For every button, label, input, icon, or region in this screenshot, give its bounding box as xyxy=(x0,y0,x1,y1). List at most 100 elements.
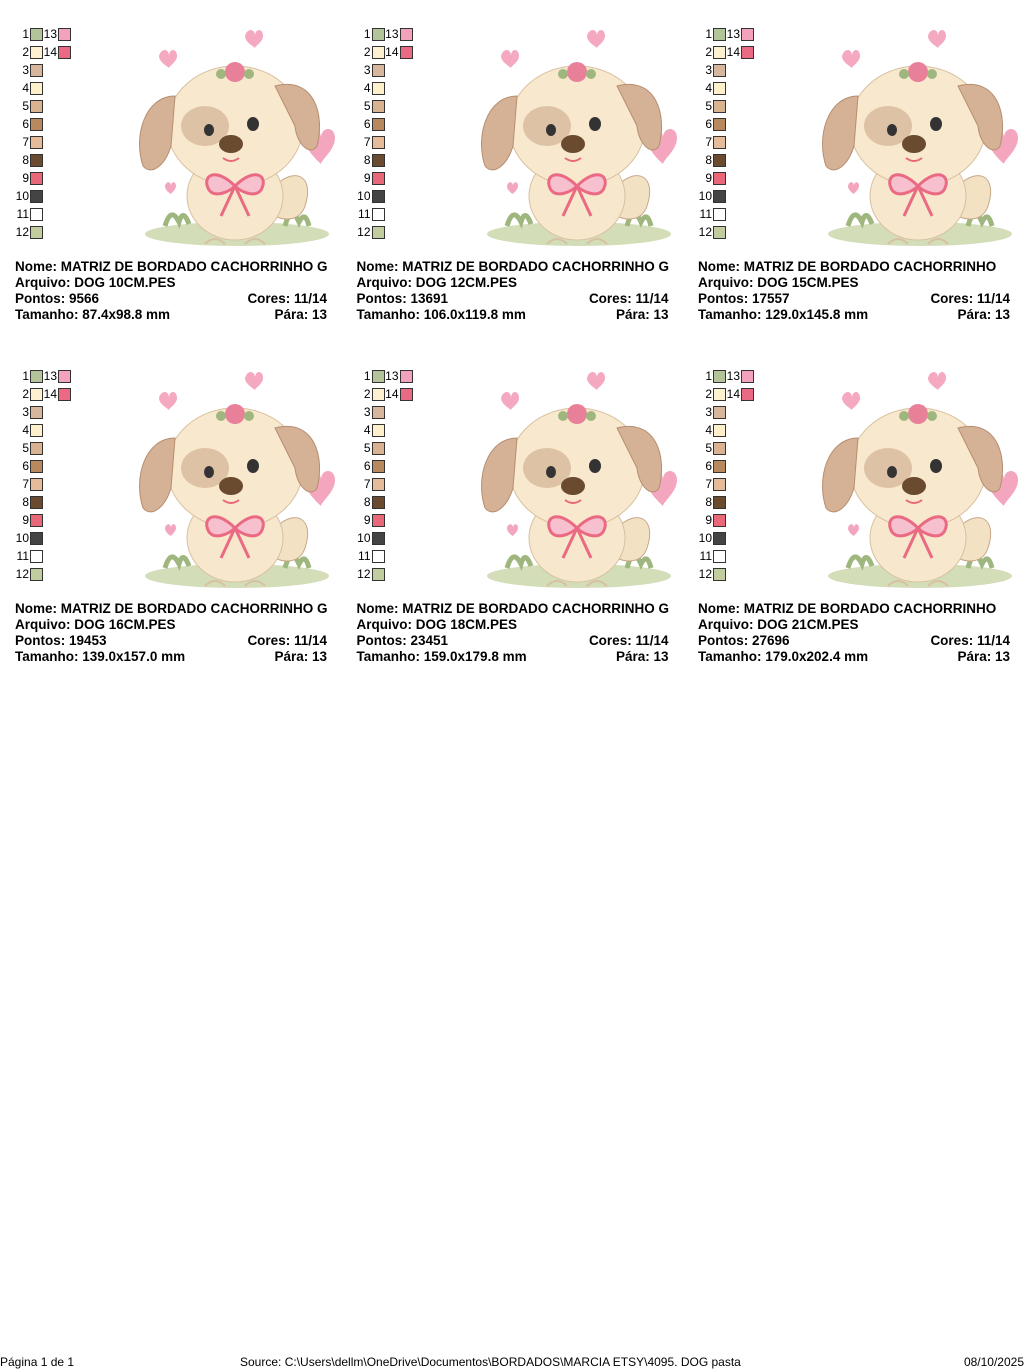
swatch-number: 10 xyxy=(15,189,29,203)
swatch xyxy=(30,388,43,401)
swatch-number: 9 xyxy=(705,513,712,527)
swatch xyxy=(58,388,71,401)
swatch-number: 13 xyxy=(726,27,740,41)
swatch xyxy=(741,46,754,59)
swatch-number: 3 xyxy=(22,405,29,419)
swatch xyxy=(713,568,726,581)
swatch-number: 2 xyxy=(705,387,712,401)
swatch xyxy=(30,100,43,113)
swatch-number: 2 xyxy=(22,45,29,59)
swatch xyxy=(713,64,726,77)
swatch-number: 10 xyxy=(357,189,371,203)
embroidery-preview xyxy=(808,368,1024,594)
swatch xyxy=(741,28,754,41)
swatch xyxy=(371,478,385,491)
swatch xyxy=(713,208,726,221)
swatch xyxy=(371,136,385,149)
color-count: Cores: 11/14 xyxy=(930,633,1010,648)
swatch-number: 2 xyxy=(363,45,371,59)
swatch-number: 10 xyxy=(15,531,29,545)
swatch-number: 8 xyxy=(705,153,712,167)
design-name: Nome: MATRIZ DE BORDADO CACHORRINHO G xyxy=(356,601,670,616)
swatch xyxy=(371,226,385,239)
swatch-number: 8 xyxy=(363,495,371,509)
swatch xyxy=(30,172,43,185)
swatch xyxy=(371,496,385,509)
swatch xyxy=(741,388,754,401)
swatch xyxy=(713,442,726,455)
design-size: Tamanho: 87.4x98.8 mm xyxy=(15,307,171,322)
swatch-number: 8 xyxy=(363,153,371,167)
swatch-number: 11 xyxy=(699,549,712,563)
swatch xyxy=(371,28,385,41)
swatch xyxy=(713,172,726,185)
swatch-number: 7 xyxy=(22,477,29,491)
swatch xyxy=(713,388,726,401)
swatch-number: 3 xyxy=(705,63,712,77)
swatch-number: 5 xyxy=(22,441,29,455)
swatch xyxy=(30,424,43,437)
swatch xyxy=(30,190,43,203)
design-name: Nome: MATRIZ DE BORDADO CACHORRINHO G xyxy=(356,259,670,274)
design-size: Tamanho: 179.0x202.4 mm xyxy=(698,649,869,664)
swatch xyxy=(371,370,385,383)
stitch-count: Pontos: 9566 xyxy=(15,291,100,306)
swatch-number: 12 xyxy=(15,225,29,239)
swatch xyxy=(371,64,385,77)
swatch xyxy=(713,226,726,239)
swatch-number: 1 xyxy=(22,369,29,383)
swatch xyxy=(58,28,71,41)
design-card: 1 2 3 4 5 6 7 8 9 10 11 12 13 14 Nome: MATRIZ DE BORDA… xyxy=(15,0,356,340)
swatch xyxy=(371,532,385,545)
swatch-number: 4 xyxy=(705,423,712,437)
swatch xyxy=(371,154,385,167)
swatch-number: 5 xyxy=(22,99,29,113)
design-card: 1 2 3 4 5 6 7 8 9 10 11 12 13 14 Nome: MATRIZ DE BORDA… xyxy=(357,342,698,682)
swatch-number: 9 xyxy=(363,513,371,527)
file-name: Arquivo: DOG 12CM.PES xyxy=(356,275,518,290)
swatch xyxy=(371,424,385,437)
swatch xyxy=(741,370,754,383)
swatch-number: 5 xyxy=(705,99,712,113)
swatch xyxy=(30,28,43,41)
swatch xyxy=(30,460,43,473)
swatch-number: 6 xyxy=(705,117,712,131)
stitch-count: Pontos: 23451 xyxy=(356,633,449,648)
swatch-number: 7 xyxy=(705,477,712,491)
swatch xyxy=(371,460,385,473)
stitch-count: Pontos: 19453 xyxy=(15,633,107,648)
stop-count: Pára: 13 xyxy=(957,649,1010,664)
swatch-number: 11 xyxy=(358,207,371,221)
file-name: Arquivo: DOG 15CM.PES xyxy=(698,275,859,290)
swatch xyxy=(30,118,43,131)
swatch xyxy=(30,370,43,383)
color-count: Cores: 11/14 xyxy=(588,291,669,306)
swatch xyxy=(371,568,385,581)
swatch-number: 14 xyxy=(385,387,399,401)
color-count: Cores: 11/14 xyxy=(247,291,327,306)
swatch-number: 12 xyxy=(698,567,712,581)
stop-count: Pára: 13 xyxy=(274,649,327,664)
swatch xyxy=(371,172,385,185)
swatch-number: 9 xyxy=(363,171,371,185)
swatch xyxy=(371,208,385,221)
swatch-number: 3 xyxy=(363,63,371,77)
swatch-number: 4 xyxy=(363,423,371,437)
swatch xyxy=(371,514,385,527)
swatch-number: 5 xyxy=(705,441,712,455)
swatch-number: 14 xyxy=(726,387,740,401)
swatch xyxy=(371,118,385,131)
swatch xyxy=(30,496,43,509)
swatch-number: 1 xyxy=(705,369,712,383)
swatch xyxy=(30,64,43,77)
swatch xyxy=(371,406,385,419)
embroidery-preview xyxy=(467,368,687,594)
swatch-number: 1 xyxy=(363,369,371,383)
swatch-number: 13 xyxy=(385,27,399,41)
swatch xyxy=(30,136,43,149)
design-size: Tamanho: 159.0x179.8 mm xyxy=(356,649,527,664)
swatch xyxy=(399,28,413,41)
swatch-number: 2 xyxy=(363,387,371,401)
design-name: Nome: MATRIZ DE BORDADO CACHORRINHO xyxy=(698,601,997,616)
swatch-number: 4 xyxy=(363,81,371,95)
